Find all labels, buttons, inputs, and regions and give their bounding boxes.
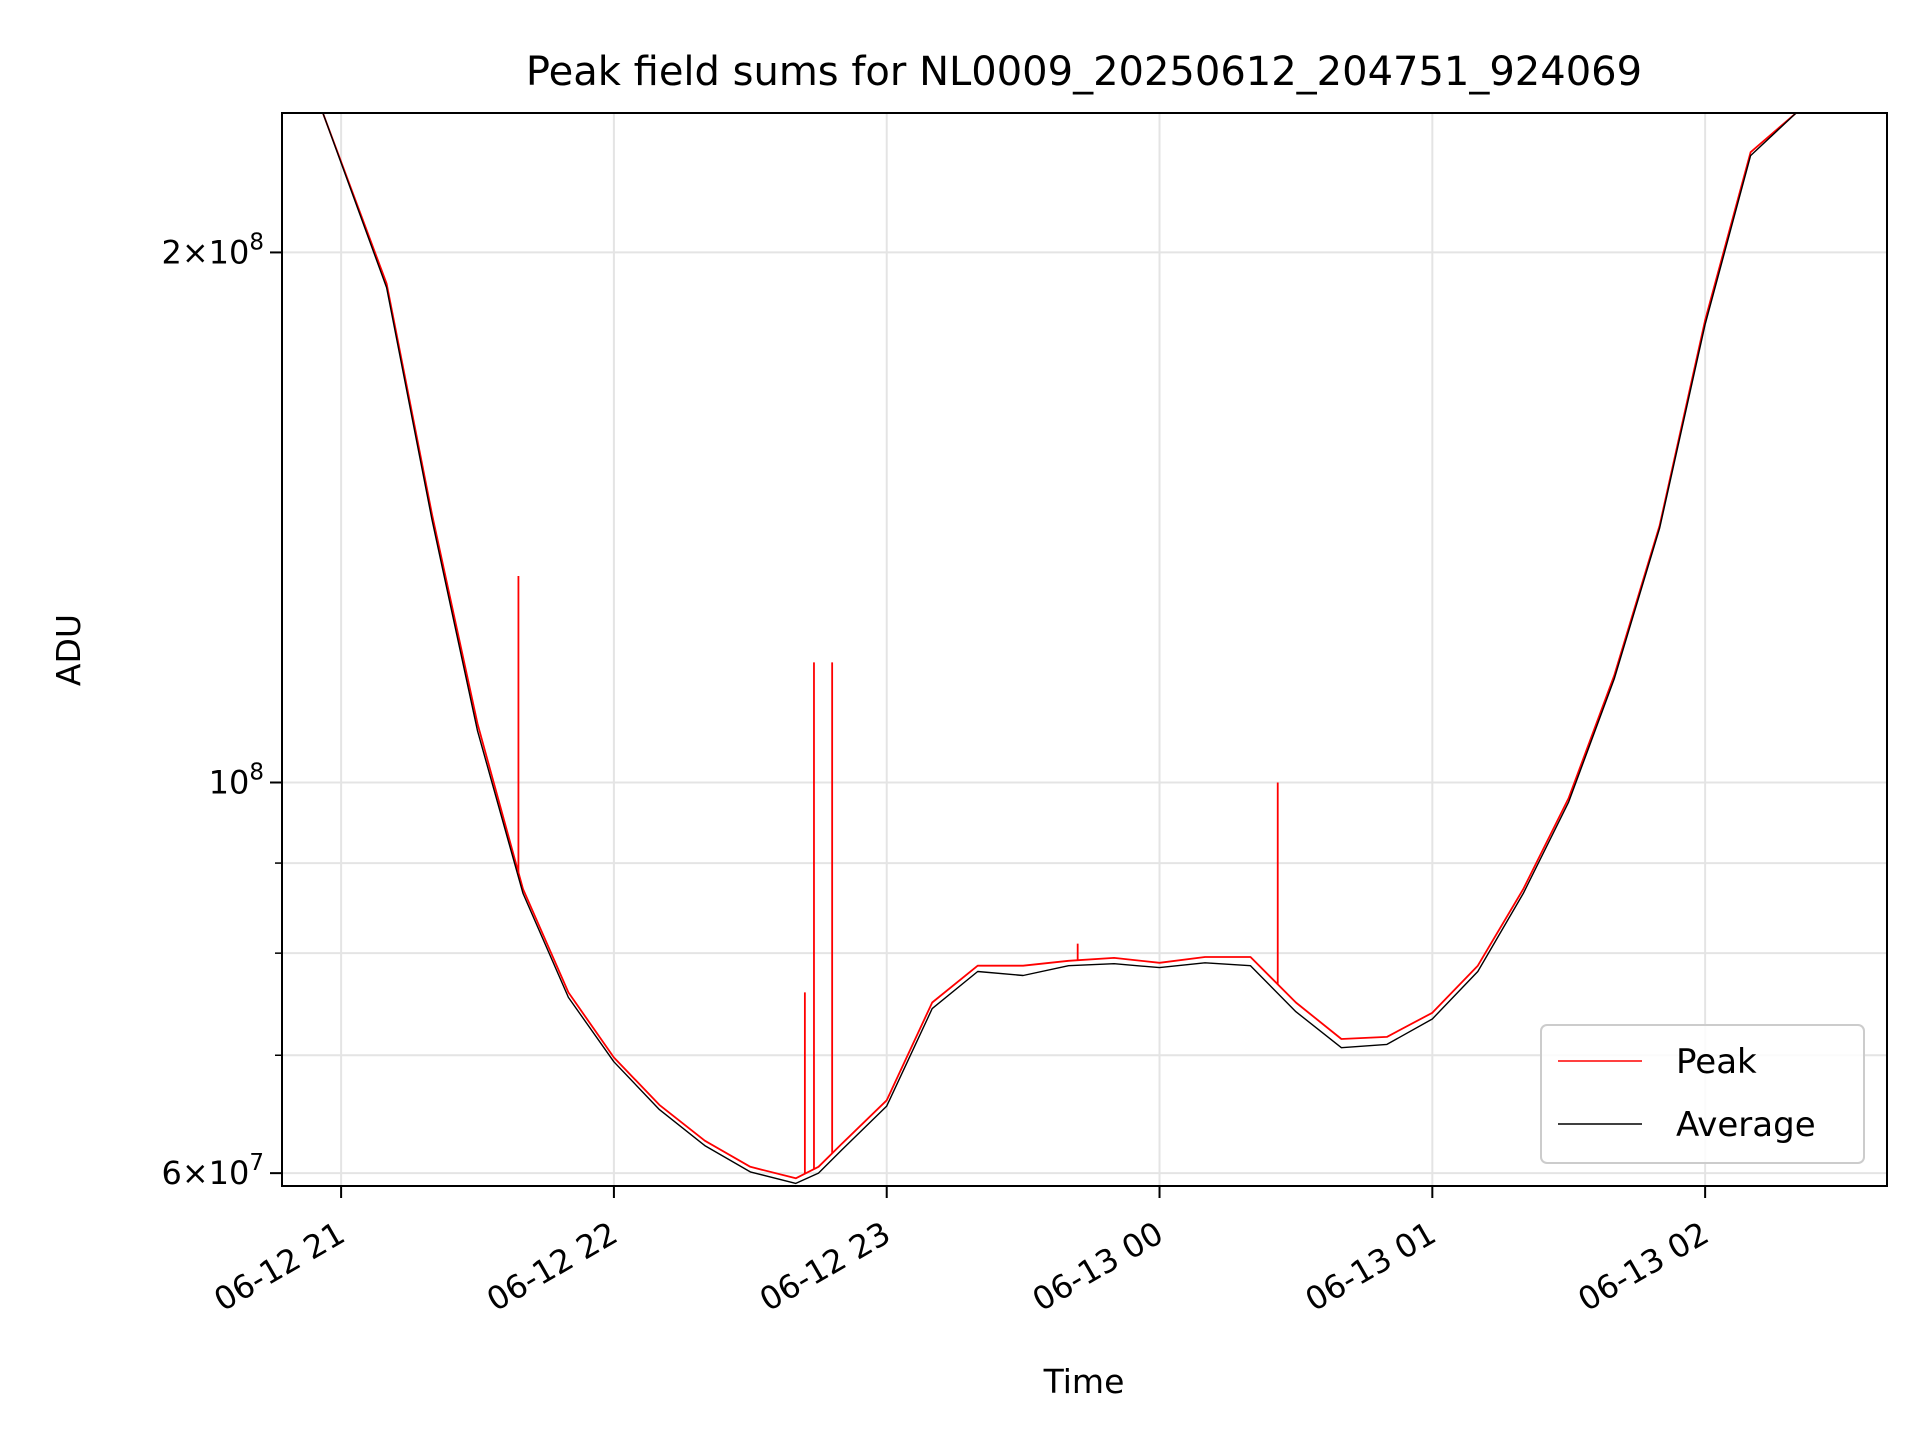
plot-area	[322, 113, 1887, 1185]
legend-label-peak: Peak	[1676, 1042, 1757, 1082]
chart-title: Peak field sums for NL0009_20250612_2047…	[526, 49, 1642, 95]
legend-frame	[1540, 1024, 1865, 1164]
legend: Peak Average	[1540, 1024, 1865, 1164]
series-line-peak	[322, 113, 1887, 1180]
y-tick-label: 2×108	[161, 229, 264, 271]
series-line-average	[322, 113, 1887, 1185]
x-axis-label: Time	[1043, 1362, 1125, 1401]
legend-label-average: Average	[1676, 1105, 1816, 1145]
y-axis-label: ADU	[49, 614, 88, 686]
plot-frame	[281, 112, 1888, 1187]
y-tick-label: 6×107	[161, 1150, 264, 1192]
y-tick-label: 108	[209, 760, 264, 802]
